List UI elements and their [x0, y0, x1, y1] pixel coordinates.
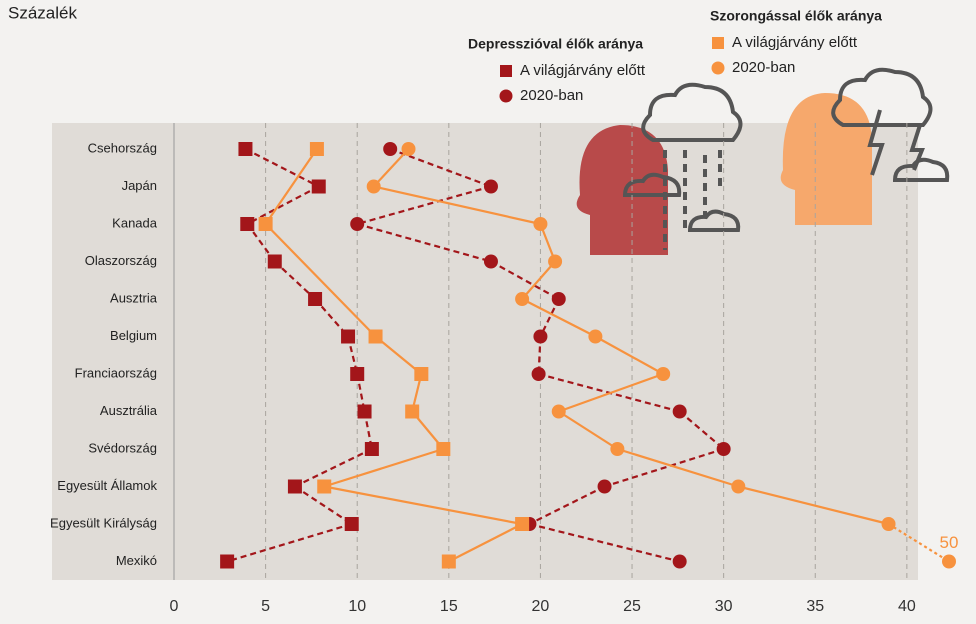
legend-title: Depresszióval élők aránya: [468, 36, 643, 52]
category-label: Belgium: [110, 328, 157, 343]
square-marker: [350, 367, 364, 381]
circle-marker: [350, 217, 364, 231]
circle-marker: [552, 405, 566, 419]
x-tick-label: 10: [348, 598, 366, 615]
legend-label: 2020-ban: [520, 87, 583, 104]
category-label: Ausztrália: [100, 403, 158, 418]
category-label: Egyesült Államok: [57, 478, 157, 493]
square-marker: [288, 480, 302, 494]
x-tick-label: 20: [532, 598, 550, 615]
x-tick-label: 0: [170, 598, 179, 615]
square-marker: [358, 405, 372, 419]
square-marker: [238, 142, 252, 156]
x-tick-label: 25: [623, 598, 641, 615]
chart: Százalék 0 5 10 15 20 25 30 35 40 Csehország Japán…: [0, 0, 976, 624]
square-marker: [414, 367, 428, 381]
category-label: Ausztria: [110, 290, 158, 305]
circle-marker: [515, 292, 529, 306]
square-marker: [436, 442, 450, 456]
value-label: 50: [940, 533, 959, 552]
square-marker: [442, 555, 456, 569]
legend-marker: [712, 62, 725, 75]
square-marker: [312, 180, 326, 194]
circle-marker: [533, 217, 547, 231]
legend-marker: [500, 65, 512, 77]
circle-marker: [882, 517, 896, 531]
square-marker: [515, 517, 529, 531]
category-label: Franciaország: [75, 365, 157, 380]
x-tick-label: 35: [806, 598, 824, 615]
circle-marker: [588, 330, 602, 344]
legend-marker: [712, 37, 724, 49]
square-marker: [341, 330, 355, 344]
legend-label: 2020-ban: [732, 59, 795, 76]
circle-marker: [484, 180, 498, 194]
square-marker: [240, 217, 254, 231]
category-label: Svédország: [88, 440, 157, 455]
circle-marker: [484, 255, 498, 269]
circle-marker: [552, 292, 566, 306]
circle-marker: [717, 442, 731, 456]
category-label: Japán: [122, 178, 157, 193]
square-marker: [345, 517, 359, 531]
category-label: Olaszország: [85, 253, 157, 268]
circle-marker: [367, 180, 381, 194]
square-marker: [369, 330, 383, 344]
legend-title: Szorongással élők aránya: [710, 8, 882, 24]
x-tick-label: 15: [440, 598, 458, 615]
circle-marker: [402, 142, 416, 156]
square-marker: [317, 480, 331, 494]
category-label: Kanada: [112, 215, 158, 230]
circle-marker: [598, 480, 612, 494]
legend-marker: [500, 90, 513, 103]
plot-background: [52, 123, 918, 580]
category-label: Egyesült Királyság: [50, 515, 157, 530]
category-label: Mexikó: [116, 553, 157, 568]
circle-marker: [656, 367, 670, 381]
square-marker: [310, 142, 324, 156]
legend-label: A világjárvány előtt: [732, 34, 858, 51]
circle-marker: [610, 442, 624, 456]
circle-marker: [673, 405, 687, 419]
category-label: Csehország: [88, 140, 157, 155]
square-marker: [308, 292, 322, 306]
square-marker: [268, 255, 282, 269]
unit-label: Százalék: [8, 3, 77, 22]
x-tick-label: 30: [715, 598, 733, 615]
square-marker: [220, 555, 234, 569]
circle-marker: [673, 555, 687, 569]
circle-marker: [532, 367, 546, 381]
x-tick-label: 40: [898, 598, 916, 615]
square-marker: [259, 217, 273, 231]
circle-marker: [731, 480, 745, 494]
square-marker: [405, 405, 419, 419]
legend-label: A világjárvány előtt: [520, 62, 646, 79]
square-marker: [365, 442, 379, 456]
circle-marker: [533, 330, 547, 344]
circle-marker: [548, 255, 562, 269]
circle-marker: [942, 555, 956, 569]
circle-marker: [383, 142, 397, 156]
x-tick-label: 5: [261, 598, 270, 615]
